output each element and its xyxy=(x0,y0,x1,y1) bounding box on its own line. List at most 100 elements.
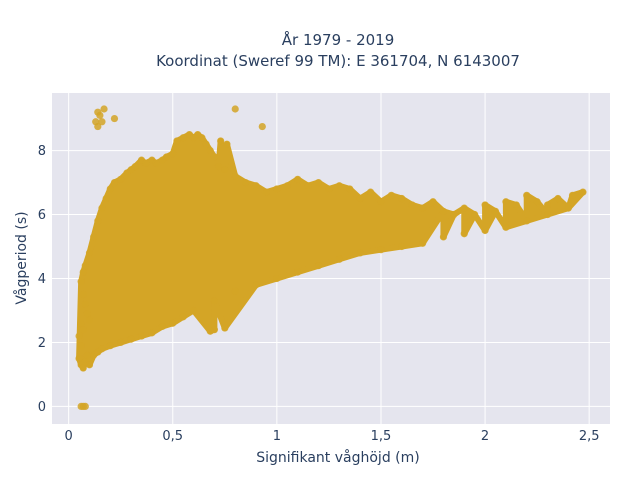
data-point xyxy=(273,185,281,193)
data-point xyxy=(512,201,520,209)
data-point xyxy=(568,191,577,199)
data-point xyxy=(83,310,91,318)
data-point xyxy=(85,249,94,257)
data-point xyxy=(231,105,239,113)
data-point xyxy=(231,287,239,295)
data-point xyxy=(137,332,146,340)
chart-title-line1: År 1979 - 2019 xyxy=(282,30,395,49)
data-point xyxy=(206,146,214,155)
data-point xyxy=(533,198,541,206)
data-point xyxy=(94,122,102,131)
data-point xyxy=(262,188,271,196)
data-point xyxy=(185,130,194,139)
data-point xyxy=(83,351,91,359)
y-tick-label: 0 xyxy=(38,400,46,415)
data-point xyxy=(217,137,225,145)
data-point xyxy=(564,204,572,212)
data-point xyxy=(543,201,552,209)
data-point xyxy=(450,210,458,219)
data-point xyxy=(398,194,406,203)
data-point xyxy=(387,191,395,199)
data-point xyxy=(543,210,552,219)
x-tick-label: 2 xyxy=(481,429,489,444)
data-point xyxy=(210,297,219,305)
data-point xyxy=(377,198,385,206)
data-point xyxy=(481,226,489,235)
data-point xyxy=(223,140,231,148)
data-point xyxy=(335,255,343,263)
data-point xyxy=(335,182,343,190)
data-point xyxy=(346,185,354,193)
data-point xyxy=(252,182,260,190)
x-tick-label: 0 xyxy=(65,429,73,444)
chart-title-line2: Koordinat (Sweref 99 TM): E 361704, N 61… xyxy=(156,52,520,70)
data-point xyxy=(169,150,177,158)
data-point xyxy=(94,217,102,225)
data-point xyxy=(523,191,531,199)
data-point xyxy=(419,239,427,247)
data-point xyxy=(294,175,302,183)
data-point xyxy=(252,281,260,289)
data-point xyxy=(210,326,219,334)
data-point xyxy=(579,188,587,196)
data-point xyxy=(491,207,500,215)
y-tick-label: 2 xyxy=(38,336,46,351)
data-point xyxy=(502,198,510,206)
data-point xyxy=(96,111,104,119)
data-point xyxy=(179,134,187,142)
data-point xyxy=(98,204,106,212)
data-point xyxy=(158,156,166,164)
data-points xyxy=(75,105,587,411)
data-point xyxy=(148,329,156,337)
data-point xyxy=(408,201,416,209)
data-point xyxy=(273,274,281,283)
data-point xyxy=(554,194,562,203)
data-point xyxy=(75,354,83,363)
data-point xyxy=(439,207,448,215)
data-point xyxy=(148,156,156,164)
data-point xyxy=(258,122,266,131)
data-point xyxy=(77,342,85,350)
data-point xyxy=(179,313,187,321)
x-tick-label: 0,5 xyxy=(162,429,183,444)
data-point xyxy=(502,223,510,231)
data-point xyxy=(314,262,323,270)
data-point xyxy=(106,342,114,350)
data-point xyxy=(123,169,131,177)
data-point xyxy=(398,242,406,251)
data-point xyxy=(366,188,375,196)
data-point xyxy=(81,262,89,270)
data-point xyxy=(127,335,135,343)
data-point xyxy=(169,319,177,327)
data-point xyxy=(214,162,223,171)
data-point xyxy=(77,402,85,411)
y-tick-label: 4 xyxy=(38,272,46,287)
data-point xyxy=(98,345,106,353)
data-point xyxy=(202,140,210,148)
data-point xyxy=(81,300,89,308)
data-point xyxy=(419,204,427,212)
data-point xyxy=(158,322,166,331)
data-point xyxy=(523,217,531,225)
data-point xyxy=(137,156,146,164)
data-point xyxy=(221,324,229,332)
data-point xyxy=(210,153,219,161)
data-point xyxy=(102,194,110,203)
data-point xyxy=(481,201,489,209)
data-point xyxy=(110,178,119,187)
data-point xyxy=(283,182,291,190)
data-point xyxy=(106,185,114,193)
data-point xyxy=(79,268,87,276)
x-tick-label: 1 xyxy=(273,429,281,444)
data-point xyxy=(85,316,94,324)
y-tick-label: 6 xyxy=(38,208,46,223)
data-point xyxy=(325,185,333,193)
data-point xyxy=(98,118,106,126)
data-point xyxy=(117,338,125,347)
data-point xyxy=(221,166,229,174)
data-point xyxy=(77,319,85,327)
data-point xyxy=(231,172,239,180)
x-tick-label: 2,5 xyxy=(579,429,600,444)
